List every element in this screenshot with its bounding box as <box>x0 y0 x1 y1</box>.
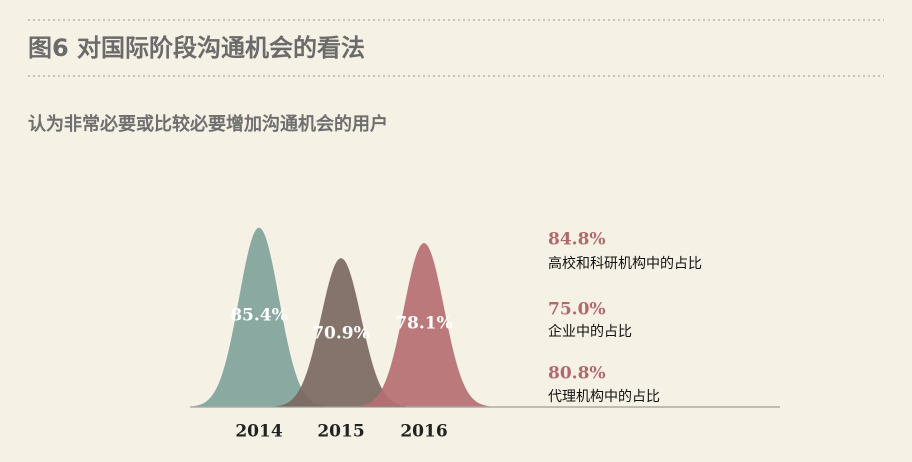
bell <box>193 227 325 407</box>
x-tick-label: 2014 <box>235 422 282 442</box>
stat-label: 代理机构中的占比 <box>548 389 660 405</box>
stat-value: 84.8% <box>548 230 606 250</box>
stat-value: 75.0% <box>548 300 606 320</box>
stat-label: 高校和科研机构中的占比 <box>548 255 702 272</box>
stat-label: 企业中的占比 <box>548 323 632 340</box>
value-label: 78.1% <box>395 314 453 334</box>
x-tick-label: 2016 <box>400 422 447 442</box>
x-tick-label: 2015 <box>317 422 364 442</box>
stat-value: 80.8% <box>548 364 606 384</box>
chart-subtitle: 认为非常必要或比较必要增加沟通机会的用户 <box>28 113 388 135</box>
value-label: 85.4% <box>230 306 288 326</box>
chart-title: 图6 对国际阶段沟通机会的看法 <box>28 34 365 62</box>
bell <box>275 258 407 407</box>
bell <box>358 242 490 407</box>
value-label: 70.9% <box>312 324 370 344</box>
